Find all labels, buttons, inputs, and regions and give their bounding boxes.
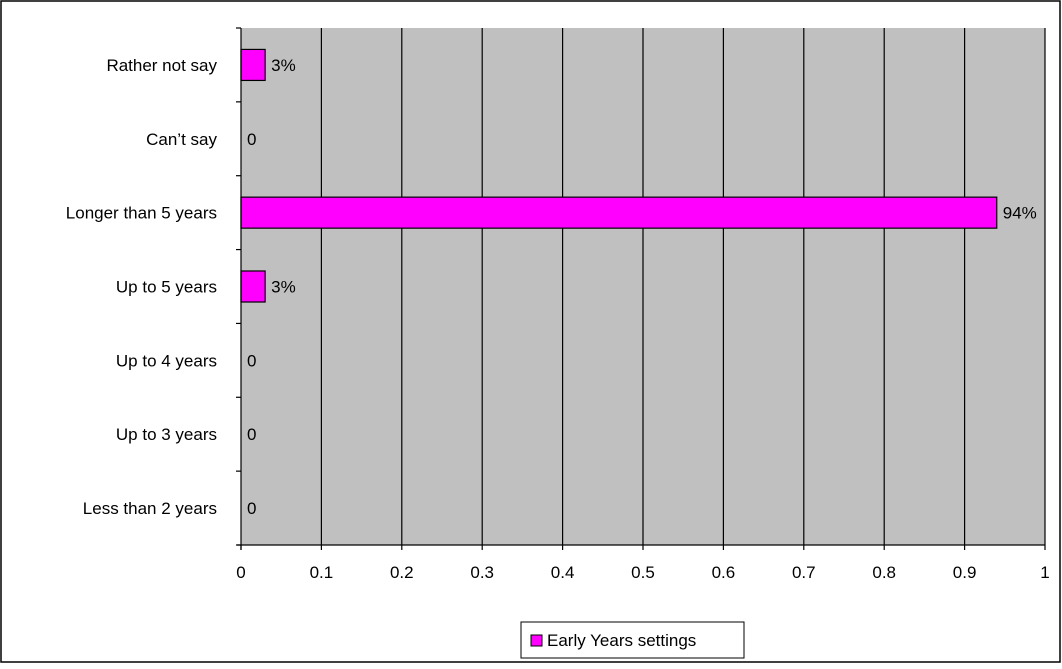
x-tick-label: 0.5	[631, 563, 655, 582]
legend-label: Early Years settings	[547, 631, 696, 650]
category-label: Up to 5 years	[116, 278, 217, 297]
bar	[240, 270, 266, 303]
gridlines	[320, 28, 1046, 545]
x-tick-label: 0	[236, 563, 245, 582]
data-label: 0	[247, 130, 256, 149]
category-label: Up to 4 years	[116, 351, 217, 370]
data-label: 0	[247, 425, 256, 444]
x-tick-label: 1	[1040, 563, 1049, 582]
data-label: 0	[247, 351, 256, 370]
data-label: 3%	[271, 278, 296, 297]
legend-box	[520, 621, 745, 659]
category-label: Up to 3 years	[116, 425, 217, 444]
x-tick-label: 0.2	[390, 563, 414, 582]
x-tick-label: 0.3	[470, 563, 494, 582]
bars	[240, 48, 998, 303]
category-label: Rather not say	[106, 56, 217, 75]
axes	[236, 27, 1046, 550]
bar	[240, 48, 266, 82]
x-tick-label: 0.7	[792, 563, 816, 582]
data-label: 3%	[271, 56, 296, 75]
data-label: 94%	[1003, 204, 1037, 223]
legend-swatch	[530, 634, 543, 647]
x-tick-label: 0.6	[712, 563, 736, 582]
x-tick-label: 0.1	[310, 563, 334, 582]
category-label: Less than 2 years	[83, 499, 217, 518]
data-label: 0	[247, 499, 256, 518]
bar	[240, 196, 998, 229]
labels: 0 0.1 0.2 0.3 0.4 0.5 0.6 0.7 0.8 0.9 1 Rather not …	[66, 56, 1050, 582]
x-tick-label: 0.9	[953, 563, 977, 582]
legend: Early Years settings	[520, 621, 745, 659]
x-tick-label: 0.4	[551, 563, 575, 582]
x-tick-label: 0.8	[872, 563, 896, 582]
category-label: Longer than 5 years	[66, 204, 217, 223]
category-label: Can’t say	[146, 130, 217, 149]
